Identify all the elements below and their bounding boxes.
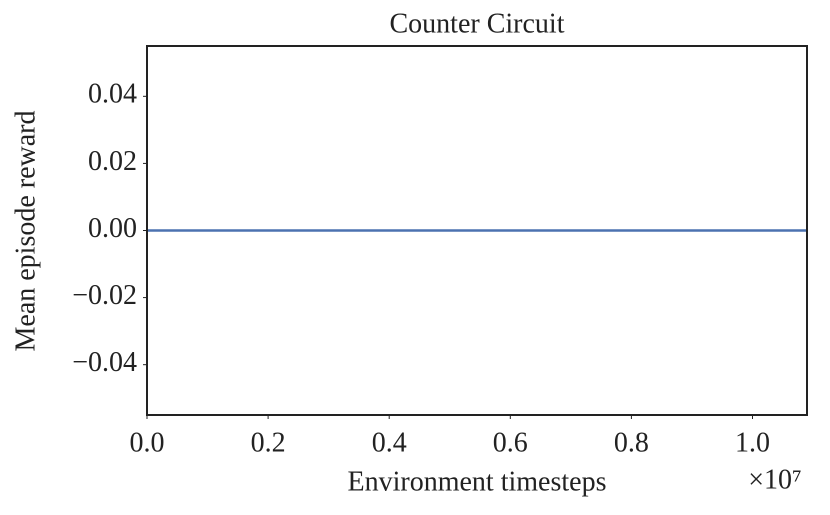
x-axis-label: Environment timesteps	[348, 466, 607, 497]
y-tick-label: 0.00	[88, 213, 137, 244]
y-tick-label: 0.02	[88, 146, 137, 177]
x-offset-label: ×10⁷	[748, 464, 802, 495]
x-tick-label: 0.2	[251, 427, 286, 458]
y-tick-label: 0.04	[88, 79, 137, 110]
y-axis-label: Mean episode reward	[10, 110, 41, 351]
x-tick-label: 0.4	[372, 427, 407, 458]
chart-title: Counter Circuit	[390, 8, 565, 39]
x-tick-label: 0.6	[493, 427, 528, 458]
plot-frame	[146, 45, 808, 416]
y-tick-label: −0.04	[72, 347, 137, 378]
x-tick-label: 0.8	[614, 427, 649, 458]
y-tick-label: −0.02	[72, 280, 137, 311]
x-tick-label: 0.0	[130, 427, 165, 458]
x-tick-label: 1.0	[735, 427, 770, 458]
